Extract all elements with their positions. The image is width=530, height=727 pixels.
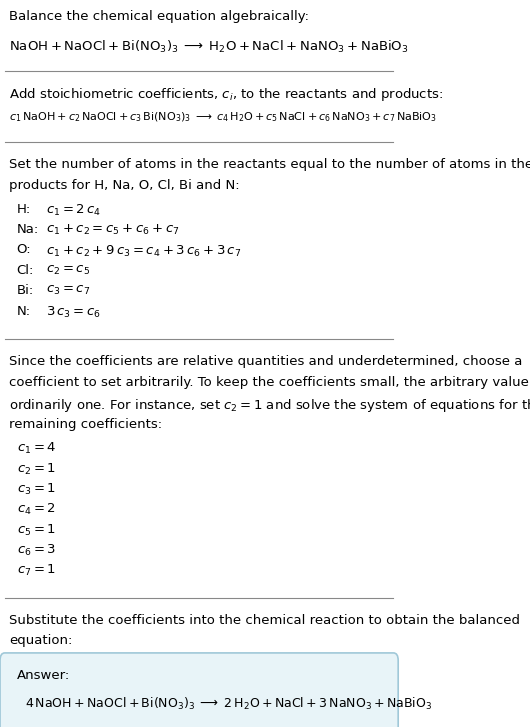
- Text: Balance the chemical equation algebraically:: Balance the chemical equation algebraica…: [9, 9, 309, 23]
- Text: $c_2 = c_5$: $c_2 = c_5$: [47, 264, 91, 277]
- Text: Add stoichiometric coefficients, $c_i$, to the reactants and products:: Add stoichiometric coefficients, $c_i$, …: [9, 87, 443, 103]
- Text: equation:: equation:: [9, 635, 72, 648]
- Text: ordinarily one. For instance, set $c_2 = 1$ and solve the system of equations fo: ordinarily one. For instance, set $c_2 =…: [9, 397, 530, 414]
- Text: H:: H:: [16, 203, 31, 216]
- Text: $c_1 = 4$: $c_1 = 4$: [16, 441, 56, 457]
- Text: coefficient to set arbitrarily. To keep the coefficients small, the arbitrary va: coefficient to set arbitrarily. To keep …: [9, 376, 530, 389]
- Text: $3\,c_3 = c_6$: $3\,c_3 = c_6$: [47, 305, 101, 320]
- Text: Cl:: Cl:: [16, 264, 34, 277]
- FancyBboxPatch shape: [0, 653, 398, 727]
- Text: $c_3 = 1$: $c_3 = 1$: [16, 482, 56, 497]
- Text: products for H, Na, O, Cl, Bi and N:: products for H, Na, O, Cl, Bi and N:: [9, 180, 240, 192]
- Text: $c_3 = c_7$: $c_3 = c_7$: [47, 284, 91, 297]
- Text: $c_1 = 2\,c_4$: $c_1 = 2\,c_4$: [47, 203, 101, 218]
- Text: $c_7 = 1$: $c_7 = 1$: [16, 563, 56, 579]
- Text: $c_1 + c_2 = c_5 + c_6 + c_7$: $c_1 + c_2 = c_5 + c_6 + c_7$: [47, 223, 180, 237]
- Text: Substitute the coefficients into the chemical reaction to obtain the balanced: Substitute the coefficients into the che…: [9, 614, 520, 627]
- Text: $\mathrm{NaOH + NaOCl + Bi(NO_3)_3} \;\longrightarrow\; \mathrm{H_2O + NaCl + Na: $\mathrm{NaOH + NaOCl + Bi(NO_3)_3} \;\l…: [9, 39, 409, 55]
- Text: Bi:: Bi:: [16, 284, 34, 297]
- Text: $c_1 + c_2 + 9\,c_3 = c_4 + 3\,c_6 + 3\,c_7$: $c_1 + c_2 + 9\,c_3 = c_4 + 3\,c_6 + 3\,…: [47, 244, 242, 259]
- Text: $c_5 = 1$: $c_5 = 1$: [16, 523, 56, 538]
- Text: N:: N:: [16, 305, 31, 318]
- Text: Answer:: Answer:: [16, 670, 70, 683]
- Text: Na:: Na:: [16, 223, 39, 236]
- Text: $4\,\mathrm{NaOH} + \mathrm{NaOCl} + \mathrm{Bi(NO_3)_3} \;\longrightarrow\; 2\,: $4\,\mathrm{NaOH} + \mathrm{NaOCl} + \ma…: [24, 696, 432, 712]
- Text: remaining coefficients:: remaining coefficients:: [9, 418, 162, 430]
- Text: $c_2 = 1$: $c_2 = 1$: [16, 462, 56, 477]
- Text: $c_6 = 3$: $c_6 = 3$: [16, 543, 56, 558]
- Text: Set the number of atoms in the reactants equal to the number of atoms in the: Set the number of atoms in the reactants…: [9, 158, 530, 172]
- Text: O:: O:: [16, 244, 31, 257]
- Text: $c_1\,\mathrm{NaOH} + c_2\,\mathrm{NaOCl} + c_3\,\mathrm{Bi(NO_3)_3} \;\longrigh: $c_1\,\mathrm{NaOH} + c_2\,\mathrm{NaOCl…: [9, 111, 437, 124]
- Text: $c_4 = 2$: $c_4 = 2$: [16, 502, 56, 518]
- Text: Since the coefficients are relative quantities and underdetermined, choose a: Since the coefficients are relative quan…: [9, 355, 522, 368]
